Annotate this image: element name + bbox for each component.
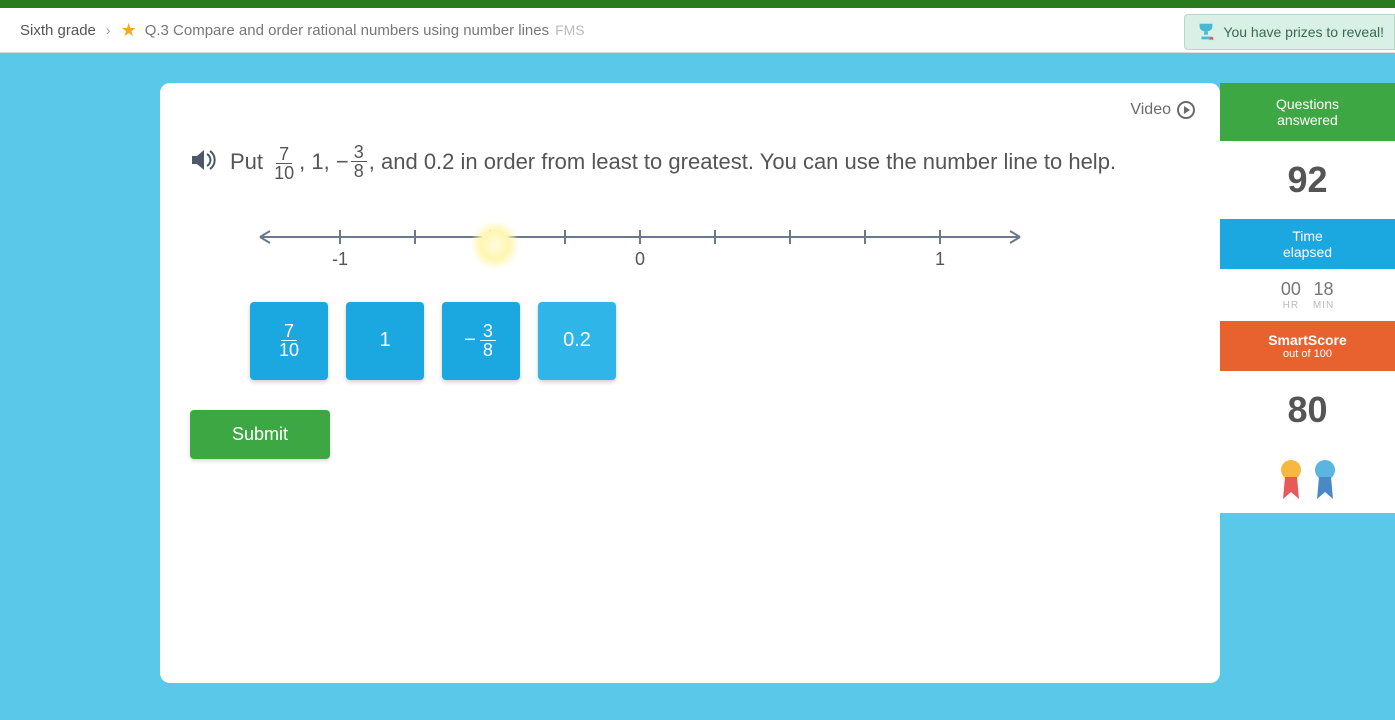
- ribbons-row: [1220, 449, 1395, 513]
- q-frac1-num: 7: [276, 145, 292, 164]
- q-frac3-num: 3: [351, 143, 367, 162]
- smartscore-value: 80: [1220, 371, 1395, 449]
- prize-text: You have prizes to reveal!: [1223, 24, 1384, 40]
- qa-label1: Questions: [1228, 96, 1387, 112]
- submit-button[interactable]: Submit: [190, 410, 330, 459]
- tile-4[interactable]: 0.2: [538, 302, 616, 380]
- number-line-area: -1 0 1: [190, 212, 1190, 302]
- grade-link[interactable]: Sixth grade: [20, 22, 96, 39]
- number-line[interactable]: -1 0 1: [250, 222, 1130, 272]
- time-label2: elapsed: [1228, 244, 1387, 260]
- svg-text:0: 0: [635, 249, 645, 269]
- q-val4: 0.2: [424, 149, 455, 174]
- ss-label1: SmartScore: [1228, 332, 1387, 348]
- content-area: Video Put 7 10 , 1, − 3: [0, 53, 1395, 683]
- play-icon: [1177, 101, 1195, 119]
- smartscore-header: SmartScore out of 100: [1220, 321, 1395, 371]
- time-hr: 00: [1281, 279, 1301, 300]
- q-neg: −: [336, 144, 349, 179]
- unit-hr: HR: [1281, 300, 1301, 311]
- star-icon: ★: [121, 20, 137, 41]
- prize-banner[interactable]: You have prizes to reveal!: [1184, 14, 1395, 50]
- time-min: 18: [1313, 279, 1334, 300]
- unit-min: MIN: [1313, 300, 1334, 311]
- question-card: Video Put 7 10 , 1, − 3: [160, 83, 1220, 683]
- top-bar: [0, 0, 1395, 8]
- tile2-text: 1: [379, 329, 390, 352]
- q-sep1: ,: [299, 149, 311, 174]
- questions-answered-value: 92: [1220, 141, 1395, 219]
- trophy-icon: [1195, 21, 1217, 43]
- answer-tiles-row: 7 10 1 − 3 8 0.2: [190, 302, 1190, 380]
- q-sep3: , and: [369, 149, 424, 174]
- video-button[interactable]: Video: [1130, 101, 1195, 119]
- video-label: Video: [1130, 101, 1171, 119]
- question-text: Put 7 10 , 1, − 3 8 , and 0.2 in order f…: [230, 143, 1116, 182]
- q-frac1-den: 10: [271, 164, 297, 182]
- ss-label2: out of 100: [1228, 348, 1387, 360]
- q-prefix: Put: [230, 149, 269, 174]
- tile-3[interactable]: − 3 8: [442, 302, 520, 380]
- tile3-num: 3: [480, 322, 496, 341]
- tile-1[interactable]: 7 10: [250, 302, 328, 380]
- breadcrumb-bar: Sixth grade › ★ Q.3 Compare and order ra…: [0, 8, 1395, 53]
- ribbon-blue-icon: [1311, 459, 1339, 503]
- questions-answered-header: Questions answered: [1220, 83, 1395, 141]
- q-fraction-3: − 3 8: [336, 143, 369, 180]
- tile4-text: 0.2: [563, 329, 591, 352]
- standard-tag: FMS: [555, 22, 585, 38]
- time-elapsed-header: Time elapsed: [1220, 219, 1395, 269]
- q-sep2: ,: [324, 149, 336, 174]
- ribbon-gold-icon: [1277, 459, 1305, 503]
- time-elapsed-value: 00 HR 18 MIN: [1220, 269, 1395, 321]
- svg-text:1: 1: [935, 249, 945, 269]
- tile3-neg: −: [464, 329, 476, 352]
- q-suffix: in order from least to greatest. You can…: [461, 149, 1117, 174]
- tile-2[interactable]: 1: [346, 302, 424, 380]
- number-line-svg: -1 0 1: [250, 222, 1030, 272]
- question-row: Put 7 10 , 1, − 3 8 , and 0.2 in order f…: [190, 143, 1190, 182]
- chevron-right-icon: ›: [106, 22, 111, 38]
- q-frac3-den: 8: [351, 162, 367, 180]
- audio-icon[interactable]: [190, 149, 218, 171]
- stats-sidebar: Questions answered 92 Time elapsed 00 HR…: [1220, 83, 1395, 683]
- skill-title: Q.3 Compare and order rational numbers u…: [145, 22, 549, 39]
- q-fraction-1: 7 10: [271, 145, 297, 182]
- qa-label2: answered: [1228, 112, 1387, 128]
- tile1-den: 10: [276, 341, 302, 359]
- tile1-num: 7: [281, 322, 297, 341]
- tile3-den: 8: [480, 341, 496, 359]
- svg-text:-1: -1: [332, 249, 348, 269]
- q-val2: 1: [311, 149, 323, 174]
- time-label1: Time: [1228, 228, 1387, 244]
